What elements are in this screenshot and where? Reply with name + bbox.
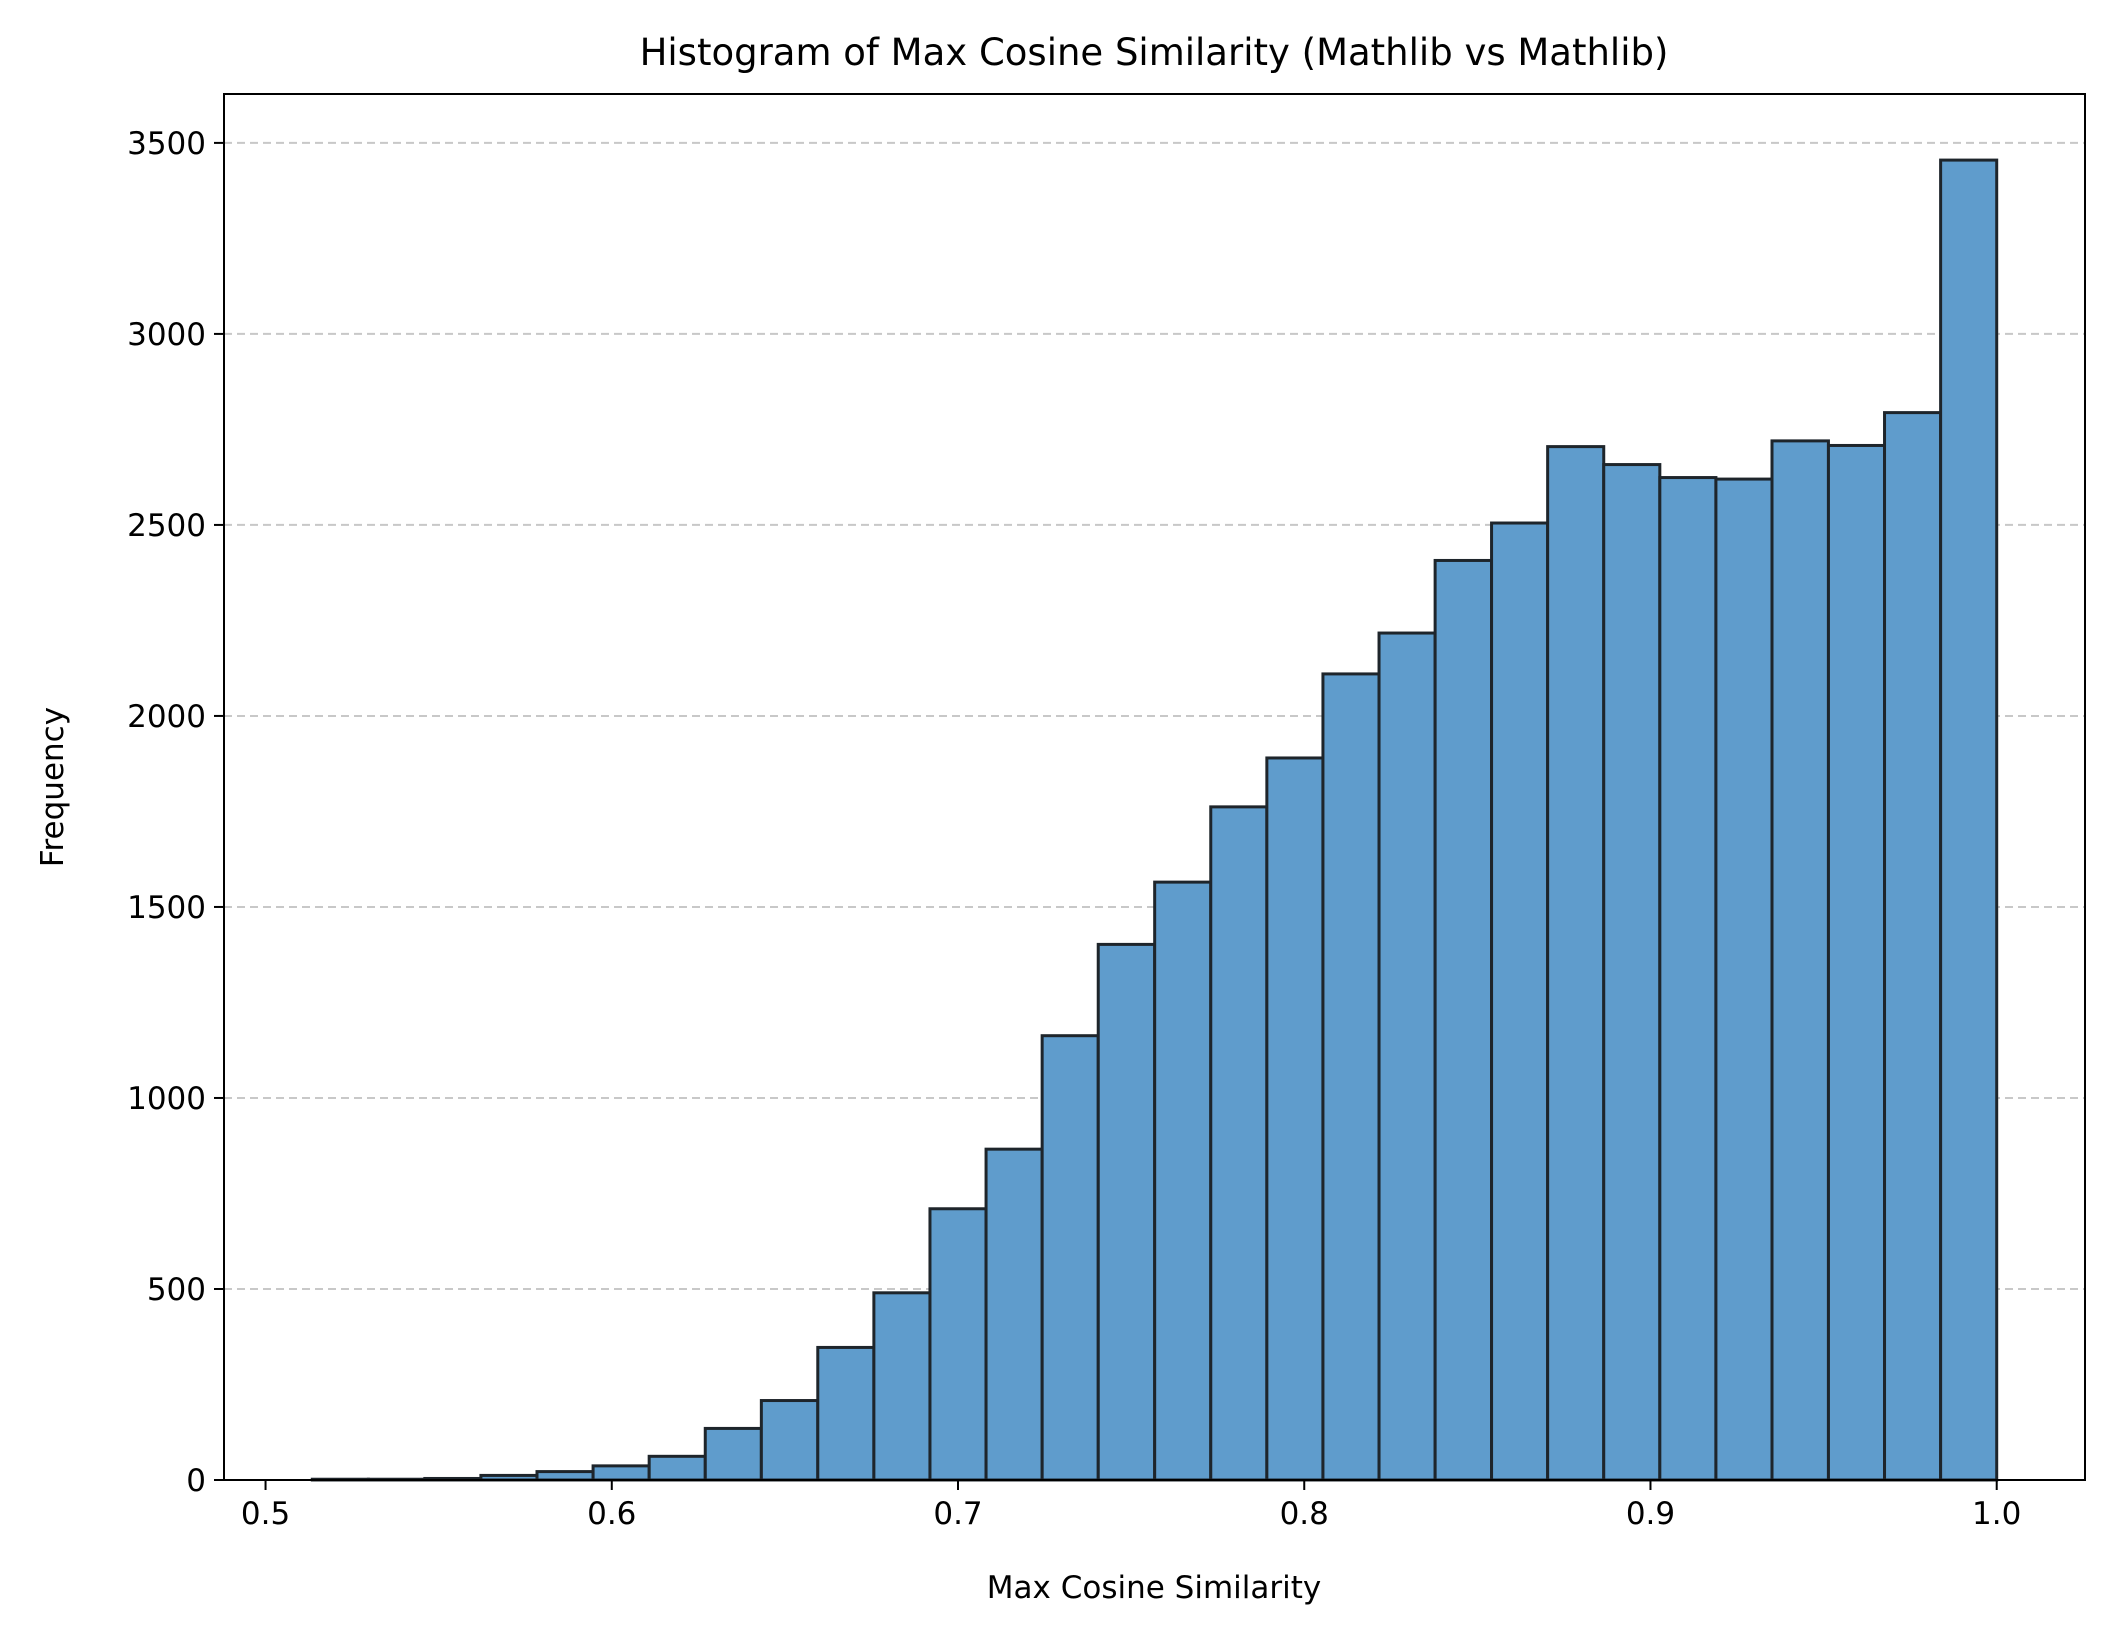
histogram-bar xyxy=(1153,880,1213,1482)
y-tick-label: 2000 xyxy=(127,699,206,735)
histogram-bar xyxy=(1939,158,1999,1482)
y-tick-label: 3500 xyxy=(127,126,206,162)
histogram-bar xyxy=(928,1207,988,1482)
y-tick-label: 2500 xyxy=(127,508,206,544)
histogram-bar xyxy=(1209,805,1269,1482)
x-axis-label: Max Cosine Similarity xyxy=(987,1570,1321,1606)
histogram-bar xyxy=(1658,476,1718,1482)
histogram-bar xyxy=(984,1147,1044,1482)
y-axis-label: Frequency xyxy=(35,707,71,867)
histogram-bar xyxy=(1040,1034,1100,1482)
histogram-bar xyxy=(535,1470,595,1482)
histogram-bar xyxy=(759,1399,820,1482)
y-tick-label: 500 xyxy=(147,1272,206,1308)
histogram-bar xyxy=(816,1345,876,1482)
y-tick-label: 1000 xyxy=(127,1081,206,1117)
plot-frame xyxy=(223,93,2086,1481)
x-axis-ticks: 0.5 0.6 0.7 0.8 0.9 1.0 xyxy=(241,1480,2021,1532)
x-tick-label: 0.7 xyxy=(933,1496,982,1532)
histogram-bars xyxy=(310,158,1999,1482)
histogram-bar xyxy=(1490,521,1550,1482)
histogram-bar xyxy=(1096,942,1157,1482)
histogram-bar xyxy=(703,1426,763,1482)
histogram-bar xyxy=(1883,411,1943,1482)
histogram-bar xyxy=(1265,756,1325,1482)
x-tick-label: 0.8 xyxy=(1280,1496,1329,1532)
histogram-bar xyxy=(1826,443,1887,1482)
histogram-bar xyxy=(1321,672,1381,1482)
y-tick-label: 0 xyxy=(186,1463,206,1499)
y-tick-label: 1500 xyxy=(127,890,206,926)
x-tick-label: 0.9 xyxy=(1626,1496,1675,1532)
histogram-bar xyxy=(1433,558,1494,1482)
histogram-bar xyxy=(1770,439,1830,1482)
histogram-bar xyxy=(1714,477,1774,1482)
histogram-bar xyxy=(1377,631,1437,1482)
y-axis-ticks: 0 500 1000 1500 2000 2500 3000 3500 xyxy=(127,126,224,1499)
x-tick-label: 1.0 xyxy=(1972,1496,2021,1532)
y-tick-label: 3000 xyxy=(127,317,206,353)
histogram-bar xyxy=(872,1291,932,1482)
chart-title: Histogram of Max Cosine Similarity (Math… xyxy=(640,31,1669,74)
histogram-bar xyxy=(1602,463,1662,1482)
histogram-bar xyxy=(1546,445,1606,1482)
histogram-bar xyxy=(591,1464,651,1482)
x-tick-label: 0.5 xyxy=(241,1496,290,1532)
histogram-bar xyxy=(647,1454,707,1482)
x-tick-label: 0.6 xyxy=(587,1496,636,1532)
